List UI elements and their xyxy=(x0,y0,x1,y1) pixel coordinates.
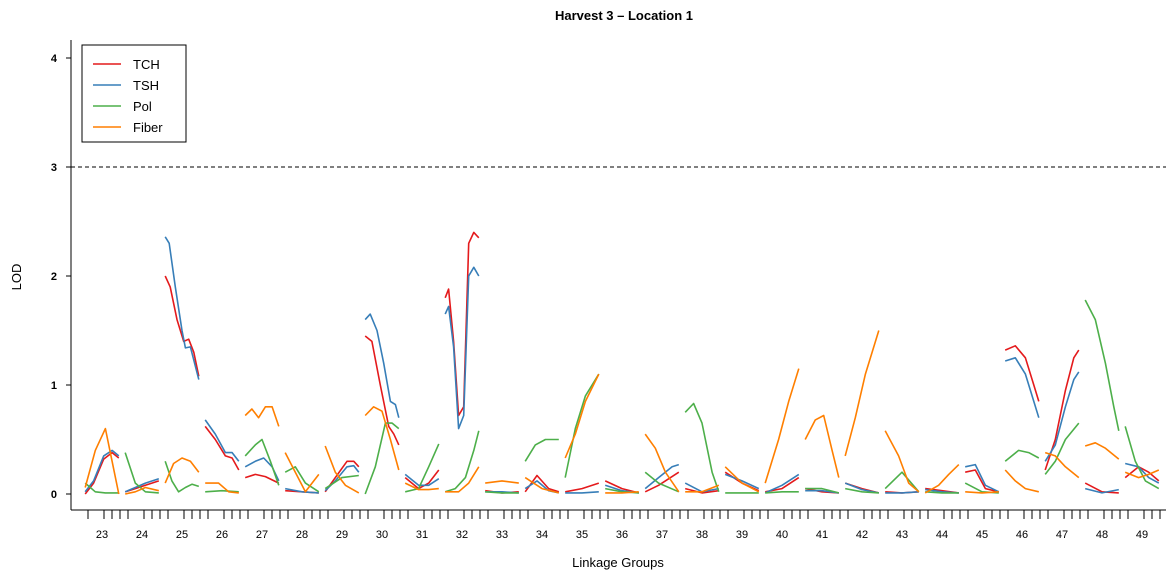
linkage-group-label: 45 xyxy=(976,529,988,541)
series-line-pol xyxy=(285,467,319,492)
series-line-tch xyxy=(565,483,599,492)
series-line-pol xyxy=(765,492,799,493)
series-line-tsh xyxy=(965,465,999,492)
series-line-pol xyxy=(525,440,559,462)
linkage-group-label: 32 xyxy=(456,529,468,541)
series-line-fiber xyxy=(1005,470,1039,492)
series-line-fiber xyxy=(765,369,799,484)
series-line-pol xyxy=(245,440,279,486)
y-tick-label: 1 xyxy=(51,380,57,392)
linkage-group-label: 49 xyxy=(1136,529,1148,541)
linkage-group-label: 42 xyxy=(856,529,868,541)
series-line-fiber xyxy=(565,374,599,458)
series-line-fiber xyxy=(845,331,879,456)
linkage-group-label: 36 xyxy=(616,529,628,541)
series-line-pol xyxy=(445,431,479,492)
linkage-group-tick-group: 23 24 25 26 27 28 29 30 31 32 33 34 35 36 37 38 39 40 41 42… xyxy=(88,510,1160,541)
series-line-tch xyxy=(245,474,279,483)
legend: TCH TSH Pol Fiber xyxy=(82,45,186,142)
linkage-group-label: 44 xyxy=(936,529,948,541)
linkage-group-label: 30 xyxy=(376,529,388,541)
linkage-group-label: 26 xyxy=(216,529,228,541)
x-axis-label: Linkage Groups xyxy=(572,555,664,570)
legend-label-tch: TCH xyxy=(133,57,160,72)
series-line-fiber xyxy=(805,416,839,478)
series-line-tsh xyxy=(165,237,199,380)
linkage-group-label: 39 xyxy=(736,529,748,541)
series-line-pol xyxy=(565,374,599,478)
series-line-tch xyxy=(1085,483,1119,493)
linkage-group-label: 34 xyxy=(536,529,548,541)
linkage-group-label: 35 xyxy=(576,529,588,541)
y-tick-label: 2 xyxy=(51,271,57,283)
linkage-group-label: 33 xyxy=(496,529,508,541)
y-tick-label: 3 xyxy=(51,162,57,174)
series-line-tch xyxy=(205,426,239,470)
linkage-group-label: 40 xyxy=(776,529,788,541)
legend-label-pol: Pol xyxy=(133,99,152,114)
y-axis-label: LOD xyxy=(9,264,24,291)
chart-title: Harvest 3 – Location 1 xyxy=(555,8,693,23)
series-line-fiber xyxy=(485,481,519,483)
y-tick-label: 0 xyxy=(51,489,57,501)
linkage-group-label: 31 xyxy=(416,529,428,541)
linkage-group-label: 38 xyxy=(696,529,708,541)
series-line-fiber xyxy=(1085,443,1119,459)
series-line-tsh xyxy=(205,420,239,461)
linkage-group-label: 48 xyxy=(1096,529,1108,541)
linkage-group-label: 27 xyxy=(256,529,268,541)
linkage-group-label: 25 xyxy=(176,529,188,541)
legend-label-tsh: TSH xyxy=(133,78,159,93)
linkage-group-label: 24 xyxy=(136,529,148,541)
legend-label-fiber: Fiber xyxy=(133,120,163,135)
series-line-tsh xyxy=(725,474,759,488)
y-tick-group: 0 1 2 3 4 xyxy=(51,53,71,501)
linkage-group-label: 43 xyxy=(896,529,908,541)
series-line-pol xyxy=(1125,426,1159,488)
series-line-tch xyxy=(1005,346,1039,402)
linkage-group-label: 37 xyxy=(656,529,668,541)
series-line-fiber xyxy=(445,467,479,492)
linkage-group-label: 47 xyxy=(1056,529,1068,541)
linkage-group-label: 46 xyxy=(1016,529,1028,541)
linkage-group-label: 28 xyxy=(296,529,308,541)
series-lines-group xyxy=(85,232,1159,494)
series-line-tsh xyxy=(1005,358,1039,418)
series-line-tsh xyxy=(445,267,479,428)
series-line-pol xyxy=(1085,300,1119,431)
linkage-group-label: 23 xyxy=(96,529,108,541)
series-line-tsh xyxy=(765,474,799,493)
series-line-tsh xyxy=(365,314,399,418)
series-line-pol xyxy=(885,472,919,492)
y-tick-label: 4 xyxy=(51,53,58,65)
series-line-fiber xyxy=(165,458,199,483)
series-line-fiber xyxy=(285,453,319,492)
series-line-tsh xyxy=(565,492,599,493)
linkage-group-label: 29 xyxy=(336,529,348,541)
series-line-pol xyxy=(1045,423,1079,474)
series-line-pol xyxy=(1005,450,1039,461)
series-line-pol xyxy=(685,404,719,492)
linkage-group-label: 41 xyxy=(816,529,828,541)
series-line-fiber xyxy=(245,407,279,427)
